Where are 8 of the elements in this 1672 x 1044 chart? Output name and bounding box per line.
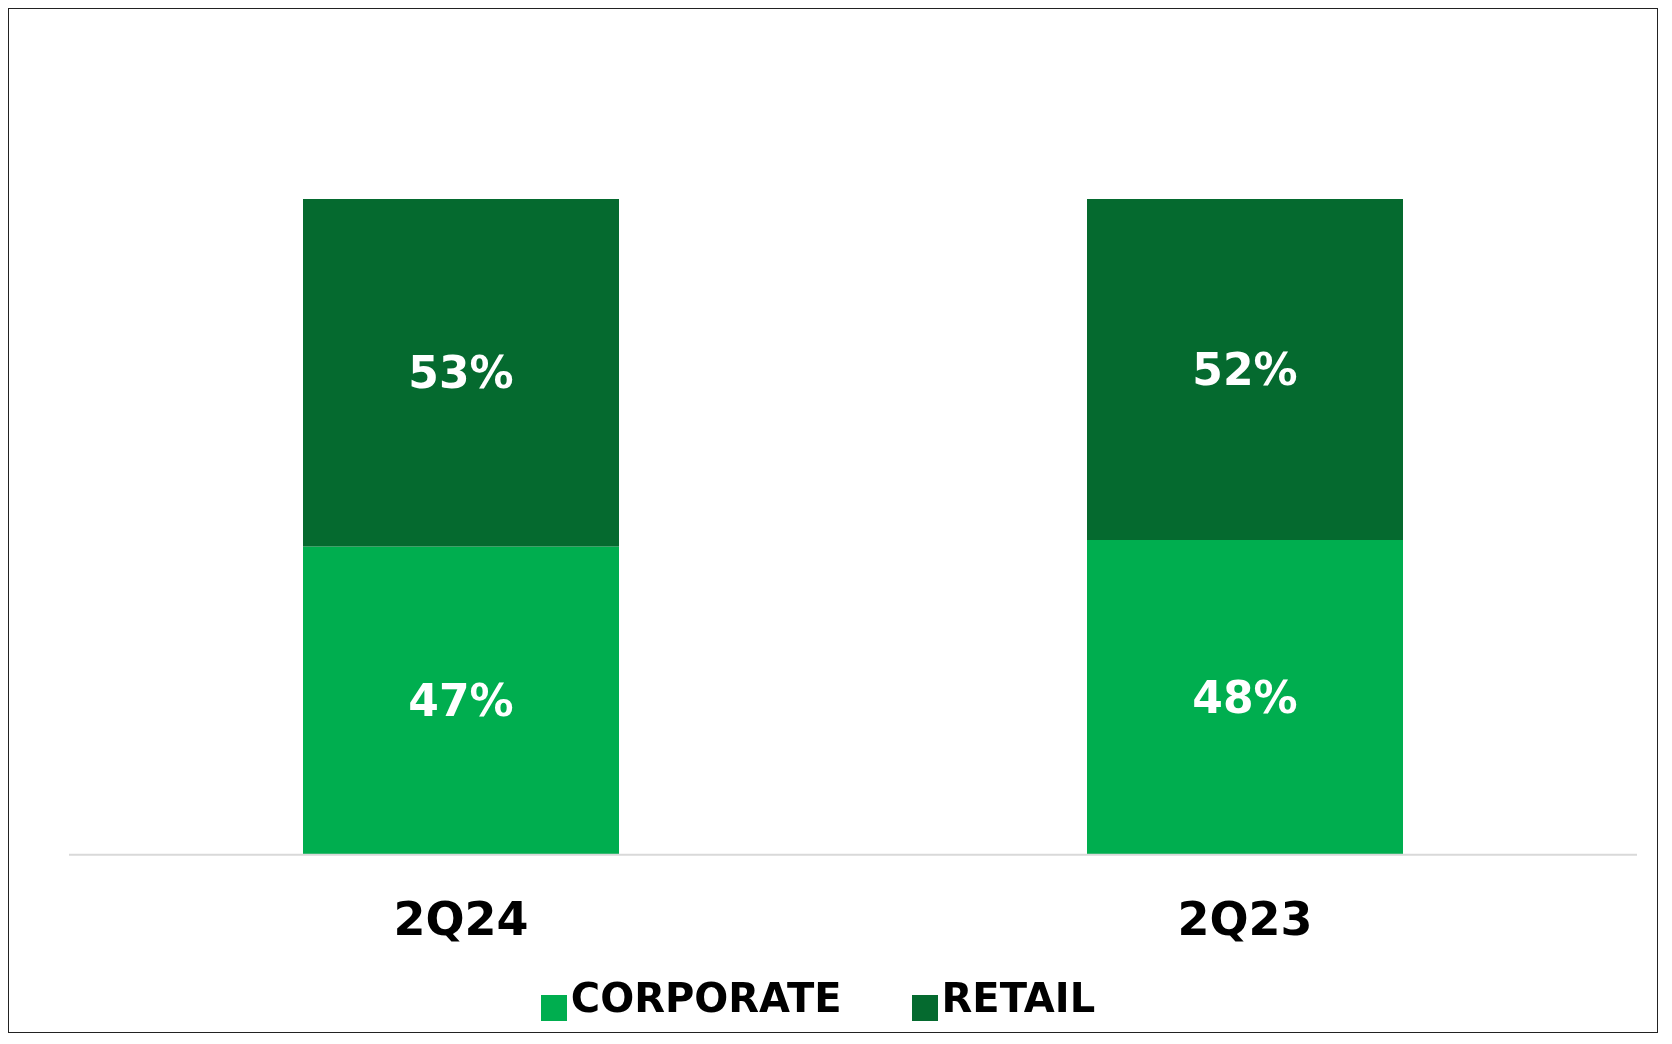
legend-label: RETAIL [941,974,1096,1021]
x-tick-label: 2Q23 [1177,892,1313,947]
x-tick-label: 2Q24 [393,892,529,947]
data-label: 52% [1192,344,1298,396]
data-label: 47% [408,675,514,727]
data-label: 48% [1192,671,1298,723]
data-label: 53% [408,347,514,399]
legend-label: CORPORATE [570,974,842,1021]
